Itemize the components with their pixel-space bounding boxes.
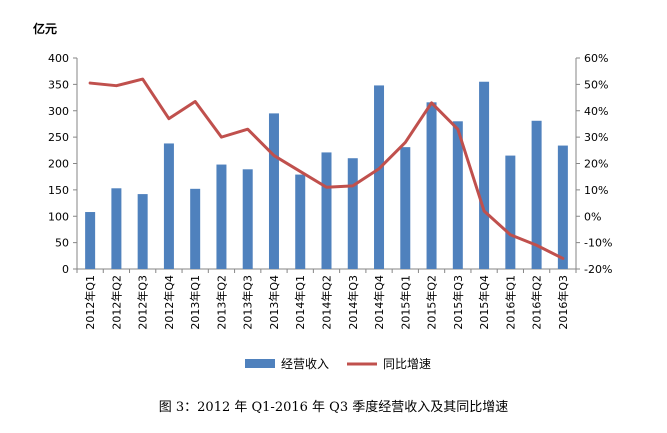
left-tick-label: 50 xyxy=(55,237,69,250)
left-tick-label: 200 xyxy=(48,158,69,171)
revenue-bar xyxy=(479,81,490,269)
right-tick-label: -10% xyxy=(584,237,612,250)
revenue-bar xyxy=(426,102,437,269)
revenue-bar xyxy=(505,155,516,269)
revenue-bar xyxy=(452,121,463,269)
revenue-bar xyxy=(557,145,568,269)
x-tick-label: 2015年Q1 xyxy=(398,275,412,330)
right-tick-label: 40% xyxy=(584,105,608,118)
revenue-bar xyxy=(111,188,122,269)
x-tick-label: 2014年Q2 xyxy=(320,275,334,330)
revenue-bar xyxy=(321,152,332,269)
legend-bar-swatch xyxy=(245,359,275,368)
x-tick-label: 2015年Q2 xyxy=(425,275,439,330)
left-tick-label: 400 xyxy=(48,52,69,65)
growth-rate-line xyxy=(88,77,565,260)
revenue-bar xyxy=(85,212,96,269)
x-tick-label: 2016年Q2 xyxy=(530,275,544,330)
x-tick-label: 2013年Q2 xyxy=(214,275,228,330)
x-tick-label: 2013年Q3 xyxy=(241,275,255,330)
left-tick-label: 300 xyxy=(48,105,69,118)
right-tick-label: 60% xyxy=(584,52,608,65)
revenue-bar xyxy=(531,120,542,270)
right-tick-label: 10% xyxy=(584,184,608,197)
revenue-bar xyxy=(400,147,411,269)
x-tick-label: 2014年Q3 xyxy=(346,275,360,330)
legend-bar-label: 经营收入 xyxy=(281,357,329,371)
x-tick-label: 2012年Q4 xyxy=(162,275,176,330)
x-tick-label: 2012年Q2 xyxy=(109,275,123,330)
x-tick-label: 2013年Q4 xyxy=(267,275,281,330)
legend-line-label: 同比增速 xyxy=(383,357,431,371)
right-tick-label: 50% xyxy=(584,78,608,91)
x-tick-label: 2016年Q1 xyxy=(503,275,517,330)
revenue-bar xyxy=(163,143,174,269)
left-tick-label: 150 xyxy=(48,184,69,197)
left-tick-label: 250 xyxy=(48,131,69,144)
x-tick-label: 2012年Q1 xyxy=(83,275,97,330)
left-tick-label: 100 xyxy=(48,210,69,223)
x-tick-label: 2015年Q4 xyxy=(477,275,491,330)
right-tick-label: 0% xyxy=(584,210,601,223)
figure-caption: 图 3：2012 年 Q1-2016 年 Q3 季度经营收入及其同比增速 xyxy=(158,400,509,415)
revenue-bar xyxy=(242,169,253,269)
x-tick-label: 2014年Q4 xyxy=(372,275,386,330)
revenue-bar xyxy=(374,85,385,270)
revenue-bar xyxy=(190,188,201,269)
y-axis-unit-label: 亿元 xyxy=(33,22,58,36)
right-tick-label: 20% xyxy=(584,158,608,171)
revenue-bar xyxy=(216,164,227,269)
x-tick-label: 2014年Q1 xyxy=(293,275,307,330)
revenue-bar xyxy=(268,113,279,269)
x-tick-label: 2013年Q1 xyxy=(188,275,202,330)
x-tick-label: 2015年Q3 xyxy=(451,275,465,330)
revenue-bar xyxy=(295,174,306,269)
right-tick-label: 30% xyxy=(584,131,608,144)
x-tick-label: 2016年Q3 xyxy=(556,275,570,330)
revenue-bar xyxy=(137,194,148,269)
left-tick-label: 0 xyxy=(62,263,69,276)
left-tick-label: 350 xyxy=(48,78,69,91)
revenue-bar xyxy=(347,158,358,269)
right-tick-label: -20% xyxy=(584,263,612,276)
x-tick-label: 2012年Q3 xyxy=(136,275,150,330)
